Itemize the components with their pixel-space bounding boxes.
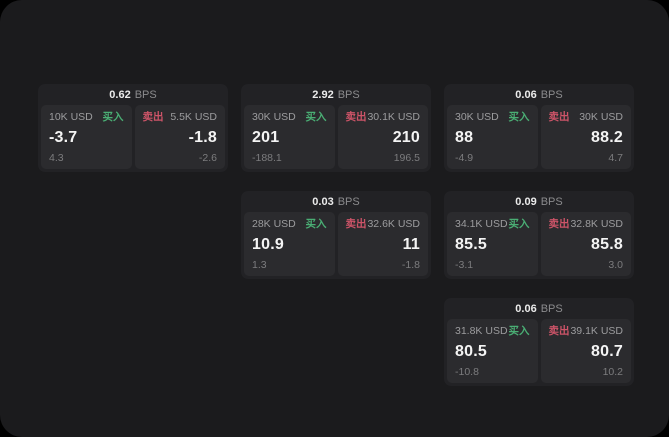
buy-side-label: 买入 [508, 325, 530, 337]
buy-size-label: 34.1K USD [455, 218, 508, 230]
buy-size-label: 10K USD [49, 111, 93, 123]
sell-size-label: 30K USD [579, 111, 623, 123]
bps-header: 2.92 BPS [244, 84, 428, 105]
sell-price: 85.8 [591, 235, 623, 253]
sell-change: 3.0 [608, 258, 623, 271]
buy-price: -3.7 [49, 128, 78, 146]
buy-price: 201 [252, 128, 280, 146]
bps-value: 2.92 [312, 88, 334, 101]
buy-size-label: 30K USD [455, 111, 499, 123]
sell-price: 80.7 [591, 342, 623, 360]
sell-change: 4.7 [608, 151, 623, 164]
sell-side-label: 卖出 [345, 218, 367, 230]
bps-unit-label: BPS [540, 88, 563, 101]
buy-size-label: 31.8K USD [455, 325, 508, 337]
sell-size-label: 30.1K USD [367, 111, 420, 123]
buy-change: -4.9 [455, 151, 474, 164]
bps-unit-label: BPS [337, 88, 360, 101]
quote-card: 0.06 BPS 30K USD 买入 88 -4.9 卖出 30K USD [444, 84, 634, 172]
bps-value: 0.06 [515, 302, 537, 315]
sell-change: 196.5 [393, 151, 420, 164]
bps-unit-label: BPS [540, 302, 563, 315]
quote-card: 0.09 BPS 34.1K USD 买入 85.5 -3.1 卖出 32.8K… [444, 191, 634, 279]
quote-cards-grid: 0.62 BPS 10K USD 买入 -3.7 4.3 卖出 5.5K USD [38, 84, 634, 386]
buy-side-label: 买入 [305, 218, 327, 230]
sell-panel[interactable]: 卖出 32.8K USD 85.8 3.0 [540, 212, 631, 276]
bps-value: 0.62 [109, 88, 131, 101]
bps-unit-label: BPS [134, 88, 157, 101]
buy-panel[interactable]: 30K USD 买入 88 -4.9 [447, 105, 538, 169]
sell-change: -1.8 [401, 258, 420, 271]
sell-price: 210 [392, 128, 420, 146]
sell-price: 11 [402, 235, 420, 253]
buy-side-label: 买入 [305, 111, 327, 123]
buy-change: -10.8 [455, 365, 479, 378]
buy-change: -3.1 [455, 258, 474, 271]
sell-size-label: 32.8K USD [570, 218, 623, 230]
buy-size-label: 28K USD [252, 218, 296, 230]
quote-card: 2.92 BPS 30K USD 买入 201 -188.1 卖出 30.1K … [241, 84, 431, 172]
bps-value: 0.09 [515, 195, 537, 208]
sell-price: 88.2 [591, 128, 623, 146]
buy-panel[interactable]: 10K USD 买入 -3.7 4.3 [41, 105, 132, 169]
buy-change: 1.3 [252, 258, 267, 271]
sell-side-label: 卖出 [345, 111, 367, 123]
buy-change: -188.1 [252, 151, 282, 164]
buy-side-label: 买入 [508, 111, 530, 123]
sell-panel[interactable]: 卖出 30.1K USD 210 196.5 [337, 105, 428, 169]
sell-panel[interactable]: 卖出 39.1K USD 80.7 10.2 [540, 319, 631, 383]
buy-panel[interactable]: 34.1K USD 买入 85.5 -3.1 [447, 212, 538, 276]
sell-price: -1.8 [188, 128, 217, 146]
sell-size-label: 39.1K USD [570, 325, 623, 337]
sell-side-label: 卖出 [548, 218, 570, 230]
quote-card: 0.03 BPS 28K USD 买入 10.9 1.3 卖出 32.6K US… [241, 191, 431, 279]
buy-panel[interactable]: 28K USD 买入 10.9 1.3 [244, 212, 335, 276]
sell-panel[interactable]: 卖出 5.5K USD -1.8 -2.6 [134, 105, 225, 169]
buy-price: 85.5 [455, 235, 487, 253]
sell-size-label: 32.6K USD [367, 218, 420, 230]
sell-change: 10.2 [602, 365, 623, 378]
sell-side-label: 卖出 [548, 325, 570, 337]
bps-header: 0.06 BPS [447, 84, 631, 105]
bps-header: 0.09 BPS [447, 191, 631, 212]
bps-unit-label: BPS [337, 195, 360, 208]
sell-size-label: 5.5K USD [170, 111, 217, 123]
sell-panel[interactable]: 卖出 32.6K USD 11 -1.8 [337, 212, 428, 276]
buy-panel[interactable]: 30K USD 买入 201 -188.1 [244, 105, 335, 169]
sell-side-label: 卖出 [142, 111, 164, 123]
buy-side-label: 买入 [508, 218, 530, 230]
bps-unit-label: BPS [540, 195, 563, 208]
buy-price: 80.5 [455, 342, 487, 360]
quote-card: 0.06 BPS 31.8K USD 买入 80.5 -10.8 卖出 39.1… [444, 298, 634, 386]
buy-side-label: 买入 [102, 111, 124, 123]
buy-price: 88 [455, 128, 474, 146]
sell-side-label: 卖出 [548, 111, 570, 123]
sell-change: -2.6 [198, 151, 217, 164]
quote-card: 0.62 BPS 10K USD 买入 -3.7 4.3 卖出 5.5K USD [38, 84, 228, 172]
buy-size-label: 30K USD [252, 111, 296, 123]
buy-change: 4.3 [49, 151, 64, 164]
sell-panel[interactable]: 卖出 30K USD 88.2 4.7 [540, 105, 631, 169]
bps-value: 0.03 [312, 195, 334, 208]
bps-header: 0.62 BPS [41, 84, 225, 105]
bps-header: 0.03 BPS [244, 191, 428, 212]
bps-header: 0.06 BPS [447, 298, 631, 319]
buy-price: 10.9 [252, 235, 284, 253]
bps-value: 0.06 [515, 88, 537, 101]
buy-panel[interactable]: 31.8K USD 买入 80.5 -10.8 [447, 319, 538, 383]
